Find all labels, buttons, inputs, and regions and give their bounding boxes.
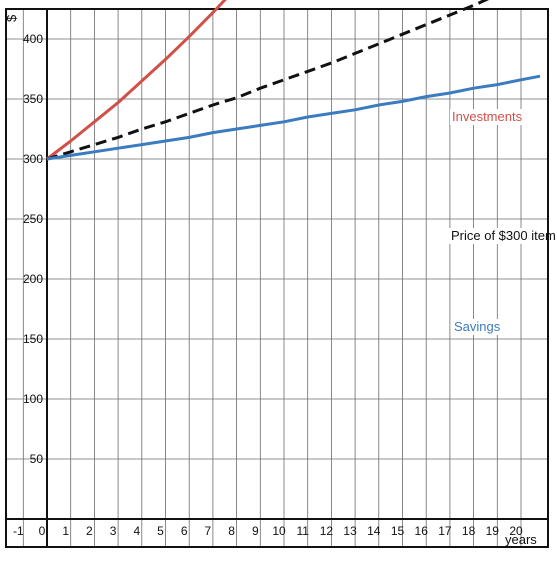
- y-tick-label: 350: [23, 92, 43, 106]
- series-label: Investments: [452, 109, 523, 124]
- x-tick-label: 19: [486, 524, 500, 538]
- x-tick-label: 3: [110, 524, 117, 538]
- tick-labels: -1 0 1 2 3 4 5 6 7 8 9 10 11 12 13 14 15 16 17 18 19 20501001…: [13, 32, 523, 538]
- x-tick-label: 0: [39, 524, 46, 538]
- y-tick-label: 100: [23, 392, 43, 406]
- x-tick-label: 18: [462, 524, 476, 538]
- series-label: Savings: [454, 319, 501, 334]
- x-axis-label: years: [505, 532, 537, 547]
- series-line-price-of-300-item: [46, 0, 490, 161]
- series-group: [46, 0, 541, 161]
- x-tick-label: 5: [157, 524, 164, 538]
- x-tick-label: 10: [272, 524, 286, 538]
- x-tick-label: 13: [343, 524, 357, 538]
- y-tick-label: 250: [23, 212, 43, 226]
- x-tick-label: 9: [252, 524, 259, 538]
- axes: [7, 10, 547, 546]
- y-tick-label: 400: [23, 32, 43, 46]
- x-tick-label: 2: [86, 524, 93, 538]
- x-tick-label: 8: [228, 524, 235, 538]
- series-label-bg: [452, 319, 503, 335]
- x-tick-label: 12: [320, 524, 334, 538]
- x-tick-label: 4: [133, 524, 140, 538]
- x-tick-label: 20: [509, 524, 523, 538]
- series-labels: Investments Price of $300 item Savings: [449, 109, 556, 335]
- x-tick-label: 6: [181, 524, 188, 538]
- x-tick-label: 16: [415, 524, 429, 538]
- x-tick-label: 7: [205, 524, 212, 538]
- y-axis-label: $: [4, 14, 19, 22]
- x-tick-label: 11: [296, 524, 309, 538]
- y-tick-label: 50: [30, 452, 44, 466]
- x-tick-label: 17: [438, 524, 452, 538]
- y-tick-label: 150: [23, 332, 43, 346]
- grid: [7, 10, 547, 546]
- series-label-bg: [450, 109, 525, 125]
- series-label: Price of $300 item: [451, 228, 556, 243]
- y-tick-label: 300: [23, 152, 43, 166]
- x-tick-label: 1: [62, 524, 69, 538]
- x-tick-label: 15: [391, 524, 405, 538]
- series-line-investments: [46, 0, 227, 161]
- series-line-savings: [46, 74, 541, 161]
- x-tick-label: 14: [367, 524, 381, 538]
- y-tick-label: 200: [23, 272, 43, 286]
- series-label-bg: [449, 228, 546, 244]
- x-tick-label: -1: [13, 524, 24, 538]
